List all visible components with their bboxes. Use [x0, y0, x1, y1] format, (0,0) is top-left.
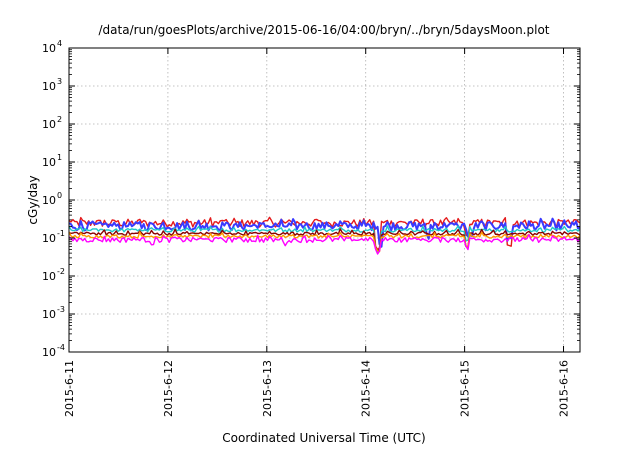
y-tick-label: 10	[42, 270, 56, 283]
x-tick-label: 2015-6-11	[63, 360, 76, 417]
y-tick-label: 10	[42, 118, 56, 131]
grid	[69, 48, 580, 352]
x-tick-label: 2015-6-15	[459, 360, 472, 417]
series-line	[68, 216, 581, 251]
chart-title: /data/run/goesPlots/archive/2015-06-16/0…	[99, 23, 550, 37]
y-tick-label: 10	[42, 80, 56, 93]
x-axis: 2015-6-11 2015-6-12 2015-6-13 2015-6-14 2015…	[63, 48, 571, 417]
y-tick-label: 10	[42, 156, 56, 169]
series-line	[68, 217, 581, 248]
y-tick-exponent: -2	[57, 267, 65, 276]
y-tick-exponent: -3	[57, 305, 65, 314]
x-tick-label: 2015-6-14	[360, 360, 373, 417]
y-tick-exponent: 2	[57, 115, 62, 124]
y-tick-exponent: -1	[57, 229, 65, 238]
x-axis-title: Coordinated Universal Time (UTC)	[222, 431, 425, 445]
y-tick-label: 10	[42, 232, 56, 245]
series-line	[68, 233, 581, 255]
series-line	[68, 231, 581, 253]
y-tick-exponent: 1	[57, 153, 62, 162]
x-tick-label: 2015-6-13	[261, 360, 274, 417]
x-tick-label: 2015-6-12	[162, 360, 175, 417]
y-tick-exponent: 4	[57, 39, 62, 48]
y-tick-label: 10	[42, 194, 56, 207]
y-tick-exponent: -4	[57, 343, 65, 352]
plot-area	[68, 216, 581, 255]
y-tick-exponent: 0	[57, 191, 62, 200]
x-tick-label: 2015-6-16	[558, 360, 571, 417]
y-tick-exponent: 3	[57, 77, 62, 86]
series-line	[68, 225, 581, 253]
y-tick-label: 10	[42, 42, 56, 55]
y-tick-label: 10	[42, 308, 56, 321]
y-tick-label: 10	[42, 346, 56, 359]
y-axis-title: cGy/day	[26, 175, 40, 224]
